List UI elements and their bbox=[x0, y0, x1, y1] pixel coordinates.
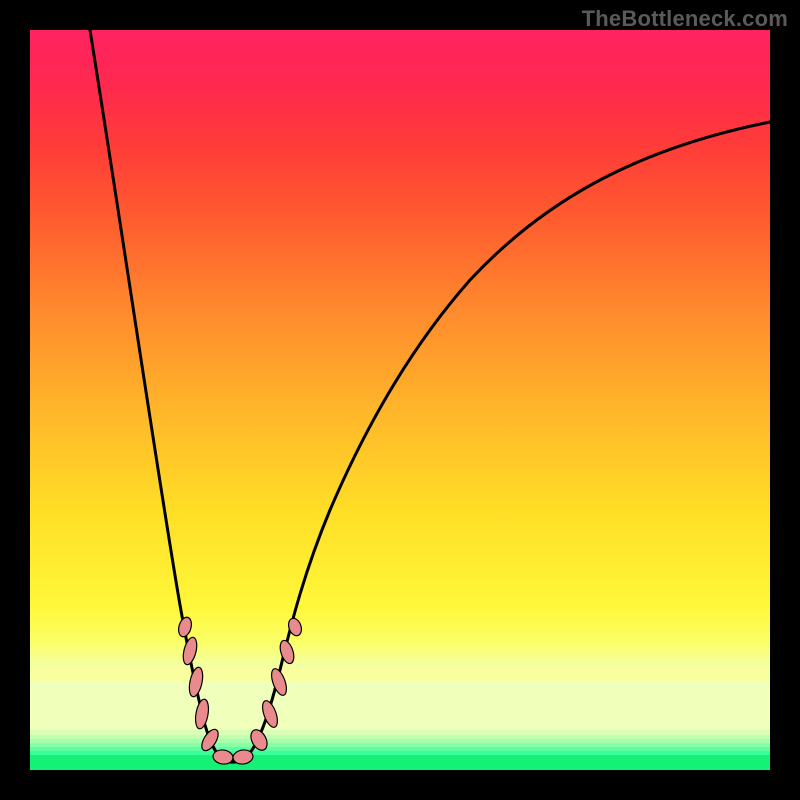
watermark-text: TheBottleneck.com bbox=[582, 6, 788, 32]
green-strip-group bbox=[30, 668, 770, 770]
color-band bbox=[30, 739, 770, 743]
canvas: TheBottleneck.com bbox=[0, 0, 800, 800]
color-band bbox=[30, 751, 770, 755]
plot-area bbox=[30, 30, 770, 770]
color-band bbox=[30, 682, 770, 730]
color-band bbox=[30, 743, 770, 747]
color-band bbox=[30, 735, 770, 739]
color-band bbox=[30, 668, 770, 682]
color-band bbox=[30, 755, 770, 770]
chart-svg bbox=[30, 30, 770, 770]
color-band bbox=[30, 730, 770, 735]
gradient-background bbox=[30, 30, 770, 770]
color-band bbox=[30, 747, 770, 751]
